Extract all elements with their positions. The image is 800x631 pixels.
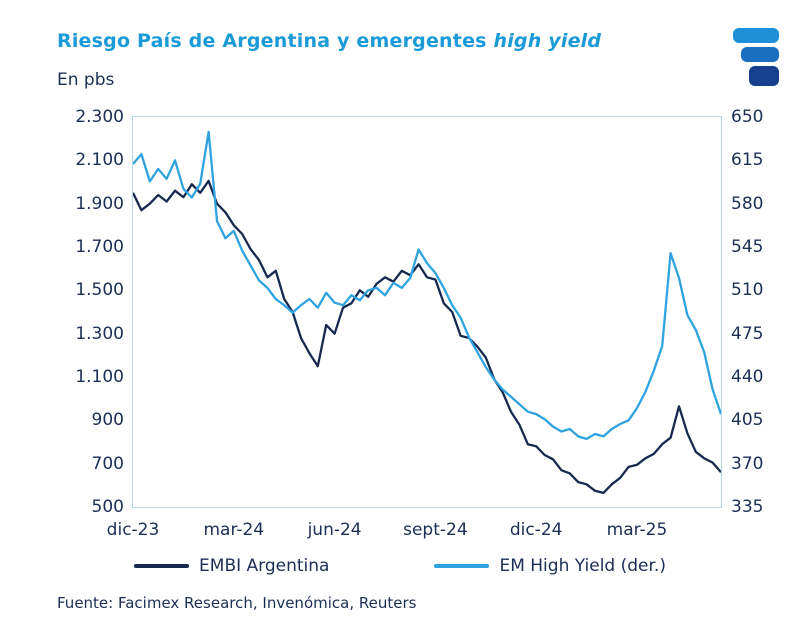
- plot-area: [132, 116, 722, 508]
- y-axis-right: 650 615 580 545 510 475 440 405 370 335: [731, 107, 795, 517]
- axis-tick-label: 545: [731, 237, 764, 257]
- axis-tick-label: 650: [731, 107, 764, 127]
- legend: EMBI Argentina EM High Yield (der.): [0, 556, 800, 576]
- chart-title-main: Riesgo País de Argentina y emergentes: [57, 30, 494, 52]
- axis-tick-label: 2.100: [75, 150, 124, 171]
- axis-tick-label: 2.300: [75, 107, 124, 127]
- axis-tick-label: 1.700: [75, 237, 124, 257]
- legend-swatch: [434, 564, 490, 568]
- axis-tick-label: 370: [731, 453, 764, 474]
- plot-svg: [133, 130, 721, 495]
- source-note: Fuente: Facimex Research, Invenómica, Re…: [57, 594, 417, 612]
- axis-tick-label: 335: [731, 497, 764, 517]
- axis-tick-label: 615: [731, 150, 764, 171]
- axis-tick-label: 1.900: [75, 193, 124, 214]
- axis-tick-label: 405: [731, 410, 764, 431]
- chart-title: Riesgo País de Argentina y emergentes hi…: [57, 30, 737, 52]
- legend-label: EMBI Argentina: [199, 556, 330, 576]
- axis-units-label: En pbs: [57, 70, 115, 90]
- chart-title-highlight: high yield: [493, 30, 602, 52]
- axis-tick-label: 580: [731, 193, 764, 214]
- axis-tick-label: mar-24: [203, 520, 265, 540]
- series-line: [133, 130, 721, 441]
- axis-tick-label: 1.100: [75, 367, 124, 387]
- axis-tick-label: jun-24: [307, 520, 362, 540]
- legend-label: EM High Yield (der.): [499, 556, 666, 576]
- axis-tick-label: dic-24: [509, 520, 563, 540]
- series-line: [133, 179, 721, 495]
- axis-tick-label: dic-23: [106, 520, 160, 540]
- axis-tick-label: 475: [731, 323, 764, 344]
- axis-tick-label: 900: [91, 410, 124, 431]
- axis-tick-label: mar-25: [606, 520, 668, 540]
- y-axis-left: 2.300 2.100 1.900 1.700 1.500 1.300 1.100 900 70…: [40, 107, 124, 517]
- axis-tick-label: 510: [731, 280, 764, 301]
- legend-item-embi-argentina: EMBI Argentina: [134, 556, 329, 576]
- axis-tick-label: 700: [91, 453, 124, 474]
- axis-tick-label: sept-24: [403, 520, 468, 540]
- axis-tick-label: 500: [91, 497, 124, 517]
- x-axis: dic-23 mar-24 jun-24 sept-24 dic-24 mar-25: [107, 520, 722, 544]
- facimex-logo-icon: [733, 28, 779, 86]
- legend-swatch: [134, 564, 190, 568]
- axis-tick-label: 1.300: [75, 323, 124, 344]
- axis-tick-label: 1.500: [75, 280, 124, 301]
- legend-item-em-high-yield: EM High Yield (der.): [434, 556, 666, 576]
- axis-tick-label: 440: [731, 367, 764, 387]
